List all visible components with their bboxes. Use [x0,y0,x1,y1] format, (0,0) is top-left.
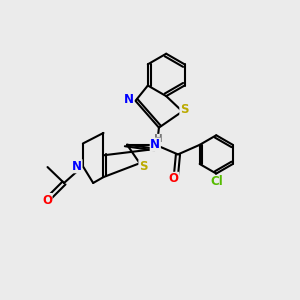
Text: S: S [180,103,188,116]
Text: N: N [124,93,134,106]
Text: H: H [154,134,163,144]
Text: Cl: Cl [211,175,223,188]
Text: O: O [42,194,52,207]
Text: N: N [150,138,160,151]
Text: N: N [72,160,82,173]
Text: S: S [139,160,148,173]
Text: O: O [169,172,178,185]
